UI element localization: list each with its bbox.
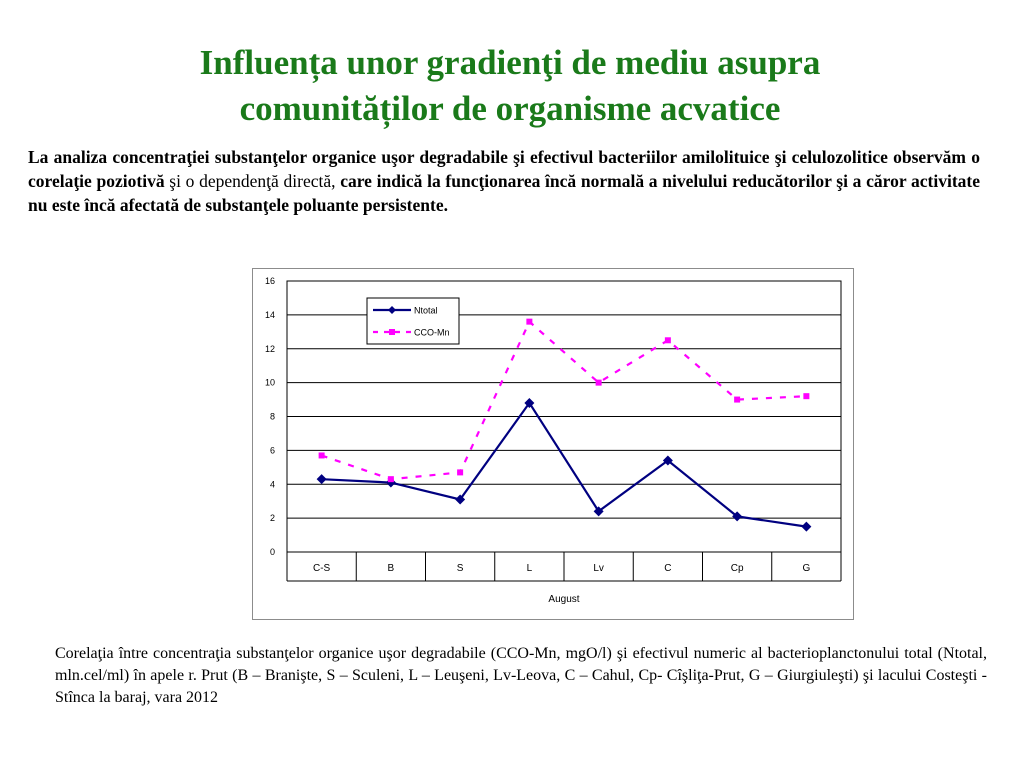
legend-marker bbox=[388, 306, 396, 314]
legend-marker bbox=[389, 329, 395, 335]
slide-title: Influența unor gradienţi de mediu asupra… bbox=[110, 40, 910, 132]
data-point-cco-mn bbox=[387, 476, 394, 483]
data-point-cco-mn bbox=[457, 469, 464, 476]
y-tick-label: 12 bbox=[265, 344, 275, 354]
data-point-cco-mn bbox=[734, 396, 741, 403]
data-point-ntotal bbox=[662, 455, 673, 466]
chart-svg: 0 2 4 6 8 10 12 14 16 C-S B S L Lv C Cp G August Ntotal CCO… bbox=[265, 276, 842, 605]
data-point-ntotal bbox=[316, 474, 327, 485]
data-point-cco-mn bbox=[595, 379, 602, 386]
x-tick-label: C bbox=[664, 563, 671, 574]
y-tick-label: 14 bbox=[265, 310, 275, 320]
x-tick-label: Cp bbox=[731, 563, 744, 574]
data-point-ntotal bbox=[593, 506, 604, 517]
data-point-ntotal bbox=[455, 494, 466, 505]
y-tick-label: 4 bbox=[270, 479, 275, 489]
legend-label: Ntotal bbox=[414, 306, 438, 316]
legend-box bbox=[366, 297, 460, 345]
intro-normal: şi o dependenţă directă, bbox=[164, 171, 341, 191]
x-axis-label: August bbox=[548, 594, 579, 605]
series-line-ntotal bbox=[321, 400, 807, 528]
data-point-cco-mn bbox=[318, 452, 325, 459]
intro-paragraph: La analiza concentraţiei substanţelor or… bbox=[28, 145, 980, 217]
legend-label: CCO-Mn bbox=[414, 328, 450, 338]
data-point-ntotal bbox=[732, 511, 743, 522]
y-tick-label: 8 bbox=[270, 412, 275, 422]
intro-bold-2: care indică la funcţionarea încă normală… bbox=[28, 171, 981, 215]
x-tick-label: C-S bbox=[313, 563, 331, 574]
x-tick-label: G bbox=[802, 563, 810, 574]
figure-caption: Corelaţia între concentraţia substanţelo… bbox=[55, 645, 987, 706]
data-point-cco-mn bbox=[526, 318, 533, 325]
title-line-2: comunităților de organisme acvatice bbox=[239, 89, 781, 128]
data-point-ntotal bbox=[801, 521, 812, 532]
title-line-1: Influența unor gradienţi de mediu asupra bbox=[199, 43, 821, 82]
y-tick-label: 16 bbox=[265, 276, 275, 286]
intro-bold-1: La analiza concentraţiei substanţelor or… bbox=[28, 147, 980, 191]
y-tick-label: 2 bbox=[270, 513, 275, 523]
x-tick-label: S bbox=[457, 563, 464, 574]
data-point-ntotal bbox=[524, 397, 535, 408]
series-line-cco-mn bbox=[321, 319, 807, 481]
line-chart: 0 2 4 6 8 10 12 14 16 C-S B S L Lv C Cp G August Ntotal CCO… bbox=[252, 268, 854, 620]
y-tick-label: 6 bbox=[270, 445, 275, 455]
y-tick-label: 0 bbox=[270, 547, 275, 557]
x-tick-label: B bbox=[388, 563, 395, 574]
data-point-cco-mn bbox=[803, 393, 810, 400]
x-tick-label: L bbox=[527, 563, 533, 574]
data-point-cco-mn bbox=[664, 337, 671, 344]
y-tick-label: 10 bbox=[265, 378, 275, 388]
x-tick-label: Lv bbox=[593, 563, 604, 574]
